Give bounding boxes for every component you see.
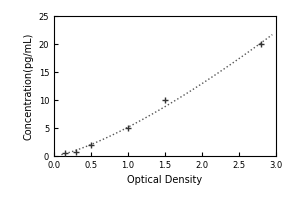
- Y-axis label: Concentration(pg/mL): Concentration(pg/mL): [23, 32, 33, 140]
- X-axis label: Optical Density: Optical Density: [128, 175, 202, 185]
